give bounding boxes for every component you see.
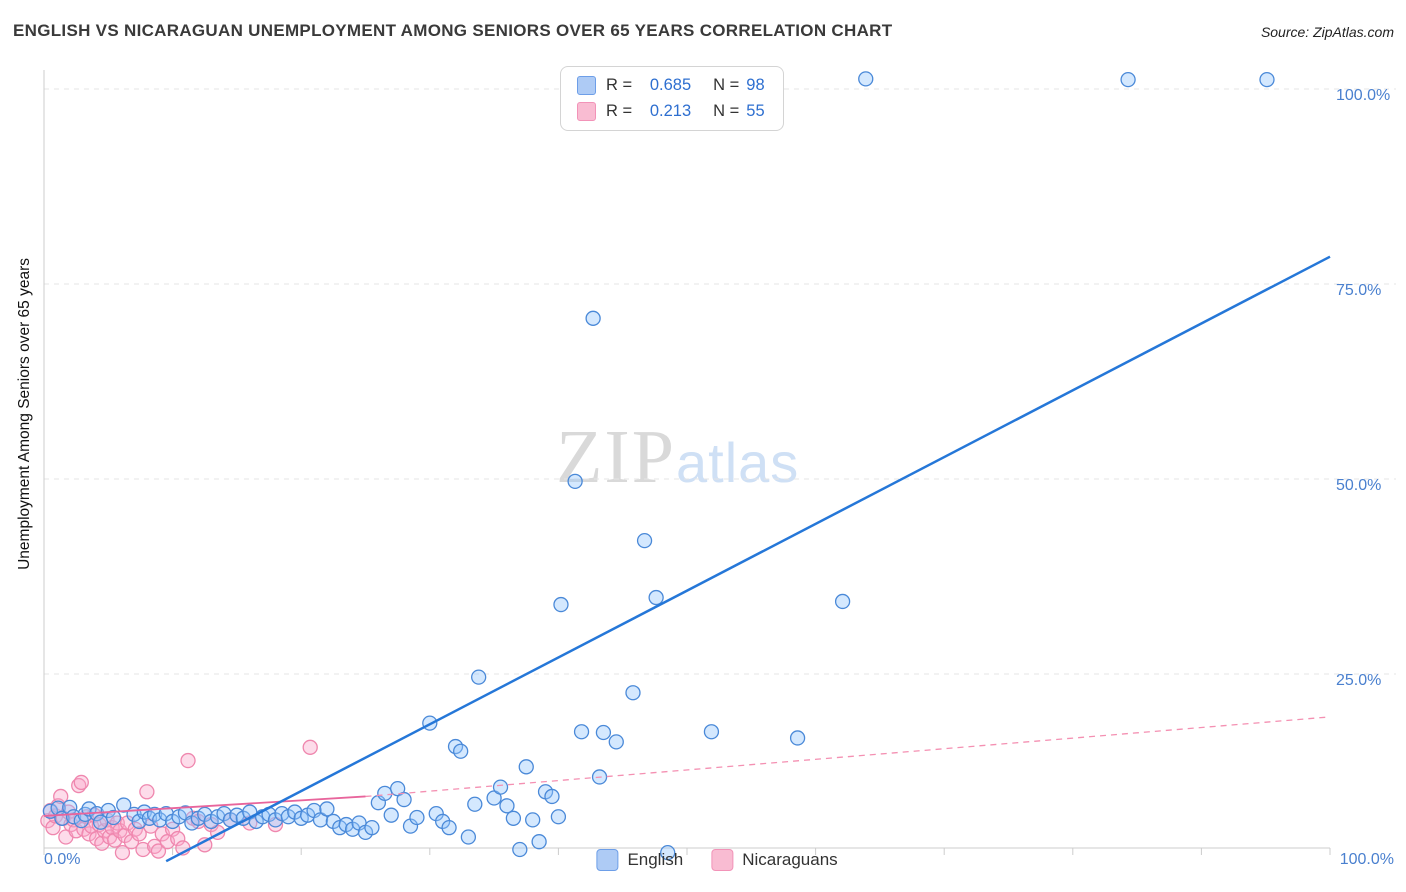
scatter-point-english[interactable]: [467, 796, 483, 812]
legend-item-english[interactable]: English: [596, 849, 683, 871]
scatter-point-english[interactable]: [567, 473, 583, 489]
n-label: N =: [713, 76, 740, 94]
source-attribution: Source: ZipAtlas.com: [1260, 24, 1394, 40]
scatter-point-nicaraguans[interactable]: [302, 739, 318, 755]
scatter-point-english[interactable]: [505, 810, 522, 826]
watermark-atlas-text: atlas: [676, 431, 800, 494]
legend-item-nicaraguans[interactable]: Nicaraguans: [711, 849, 838, 871]
y-axis-label: Unemployment Among Seniors over 65 years: [16, 258, 33, 570]
scatter-point-english[interactable]: [625, 685, 641, 701]
n-value-english: 98: [746, 76, 765, 94]
scatter-point-english[interactable]: [453, 743, 469, 759]
scatter-point-english[interactable]: [608, 734, 624, 750]
scatter-point-english[interactable]: [471, 669, 487, 685]
scatter-point-english[interactable]: [460, 829, 477, 845]
r-value-english: 0.685: [649, 76, 692, 94]
scatter-point-english[interactable]: [858, 71, 874, 87]
scatter-point-nicaraguans[interactable]: [164, 821, 181, 837]
scatter-point-english[interactable]: [585, 310, 601, 326]
scatter-point-english[interactable]: [441, 820, 457, 836]
scatter-point-english[interactable]: [518, 759, 534, 775]
scatter-point-english[interactable]: [1259, 71, 1275, 88]
legend-row-english: R = 0.685 N = 98: [577, 76, 765, 95]
english-swatch-icon: [577, 76, 596, 95]
scatter-point-nicaraguans[interactable]: [45, 820, 61, 836]
x-axis-tick-label: 0.0%: [44, 851, 81, 868]
r-label: R =: [606, 102, 633, 120]
scatter-point-english[interactable]: [409, 809, 425, 826]
scatter-point-nicaraguans[interactable]: [180, 752, 196, 769]
scatter-point-nicaraguans[interactable]: [135, 841, 151, 858]
scatter-point-nicaraguans[interactable]: [53, 788, 69, 805]
scatter-point-english[interactable]: [834, 593, 851, 610]
nicaraguans-swatch-icon: [711, 849, 734, 871]
nicaraguans-swatch-icon: [577, 102, 596, 121]
nicaraguan-trend-dashed: [365, 716, 1331, 798]
n-label: N =: [713, 102, 740, 120]
scatter-point-english[interactable]: [789, 730, 806, 746]
scatter-point-english[interactable]: [377, 785, 393, 801]
scatter-point-english[interactable]: [116, 797, 132, 813]
r-value-nicaraguans: 0.213: [649, 102, 692, 120]
y-axis-tick-label: 50.0%: [1336, 477, 1382, 494]
scatter-point-nicaraguans[interactable]: [114, 844, 131, 861]
legend-item-label: English: [627, 850, 684, 869]
scatter-point-nicaraguans[interactable]: [73, 774, 89, 791]
y-axis-tick-label: 25.0%: [1336, 672, 1382, 689]
scatter-point-english[interactable]: [703, 724, 720, 740]
scatter-point-english[interactable]: [553, 596, 569, 613]
correlation-legend-box: R = 0.685 N = 98 R = 0.213 N = 55: [560, 66, 784, 131]
x-axis-tick-label: 100.0%: [1339, 851, 1394, 868]
scatter-point-nicaraguans[interactable]: [139, 784, 155, 800]
scatter-point-nicaraguans[interactable]: [131, 826, 147, 842]
nicaraguan-trend-solid: [43, 795, 366, 817]
english-swatch-icon: [596, 849, 619, 871]
scatter-point-english[interactable]: [499, 798, 515, 814]
english-trend: [165, 255, 1331, 863]
scatter-point-english[interactable]: [105, 809, 122, 826]
y-axis-tick-label: 75.0%: [1336, 282, 1382, 299]
scatter-point-english[interactable]: [396, 791, 412, 808]
scatter-point-english[interactable]: [544, 788, 560, 805]
zipatlas-watermark: ZIP atlas: [556, 414, 799, 501]
scatter-point-english[interactable]: [364, 820, 380, 836]
scatter-point-english[interactable]: [573, 724, 590, 740]
scatter-point-english[interactable]: [383, 807, 399, 823]
r-label: R =: [606, 76, 633, 94]
scatter-point-english[interactable]: [636, 532, 653, 549]
series-legend: English Nicaraguans: [596, 849, 838, 871]
scatter-point-english[interactable]: [660, 844, 676, 861]
watermark-zip-text: ZIP: [556, 415, 676, 499]
scatter-point-english[interactable]: [648, 589, 664, 606]
legend-item-label: Nicaraguans: [742, 850, 838, 869]
scatter-point-english[interactable]: [512, 841, 528, 858]
scatter-point-english[interactable]: [525, 812, 541, 828]
scatter-point-english[interactable]: [595, 724, 612, 741]
scatter-point-nicaraguans[interactable]: [170, 830, 186, 847]
scatter-point-english[interactable]: [550, 809, 567, 825]
page-title: ENGLISH VS NICARAGUAN UNEMPLOYMENT AMONG…: [13, 21, 893, 40]
scatter-point-nicaraguans[interactable]: [150, 843, 167, 859]
n-value-nicaraguans: 55: [746, 102, 765, 120]
scatter-point-english[interactable]: [319, 801, 335, 817]
scatter-point-english[interactable]: [1120, 71, 1136, 88]
scatter-point-english[interactable]: [531, 834, 547, 850]
scatter-point-english[interactable]: [492, 779, 509, 795]
legend-row-nicaraguans: R = 0.213 N = 55: [577, 102, 765, 121]
y-axis-tick-label: 100.0%: [1336, 87, 1391, 104]
